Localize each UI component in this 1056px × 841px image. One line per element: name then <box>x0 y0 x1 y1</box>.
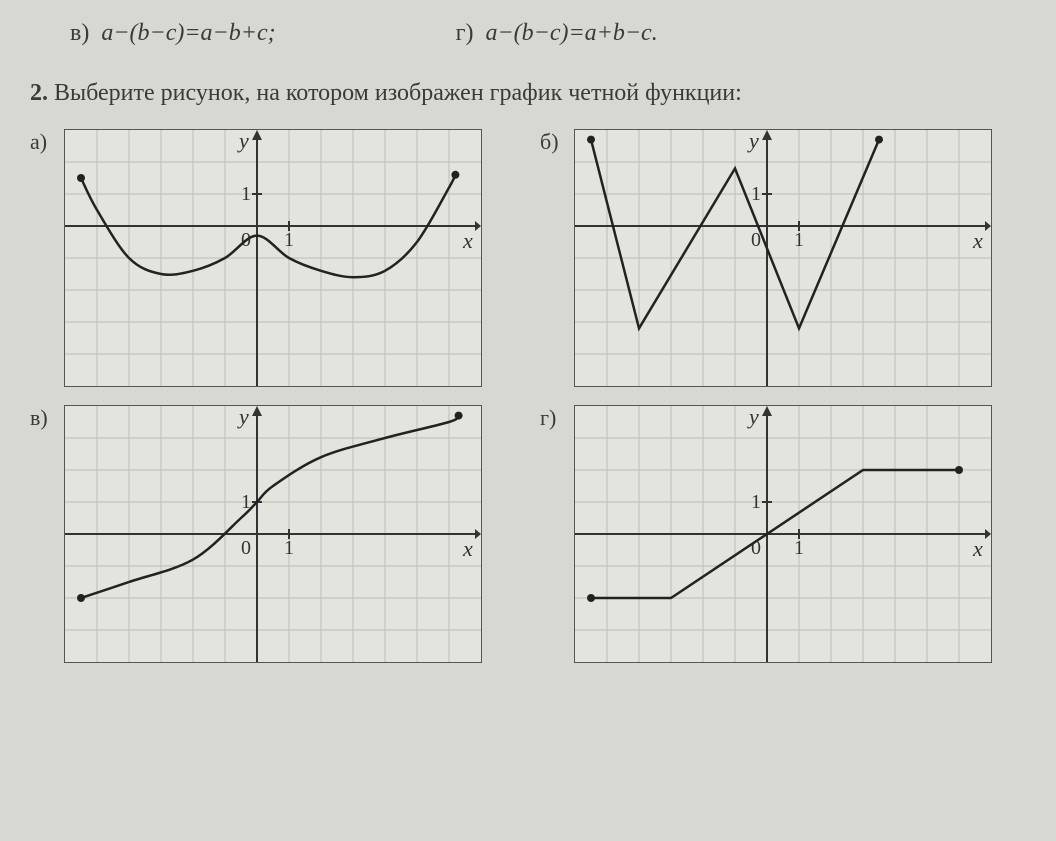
panel-g: г) yx011 <box>540 405 1026 663</box>
svg-text:1: 1 <box>284 537 294 559</box>
svg-text:x: x <box>972 536 983 561</box>
chart-v: yx011 <box>64 405 482 663</box>
svg-text:x: x <box>462 536 473 561</box>
svg-text:x: x <box>462 228 473 253</box>
svg-text:y: y <box>747 130 759 153</box>
question-text: 2. Выберите рисунок, на котором изображе… <box>30 77 1026 111</box>
panel-g-label: г) <box>540 405 568 431</box>
svg-text:1: 1 <box>794 537 804 559</box>
svg-text:1: 1 <box>751 183 761 205</box>
svg-text:1: 1 <box>241 183 251 205</box>
panel-v-label: в) <box>30 405 58 431</box>
equation-left: в) a−(b−c)=a−b+c; <box>70 20 276 47</box>
svg-text:y: y <box>237 130 249 153</box>
eq-right-label: г) <box>456 20 474 46</box>
panel-v: в) yx011 <box>30 405 516 663</box>
chart-b: yx011 <box>574 129 992 387</box>
eq-right-expr: a−(b−c)=a+b−c. <box>485 20 657 46</box>
chart-g: yx011 <box>574 405 992 663</box>
svg-text:1: 1 <box>751 491 761 513</box>
panel-a: а) yx011 <box>30 129 516 387</box>
svg-text:1: 1 <box>794 229 804 251</box>
question-body: Выберите рисунок, на котором изображен г… <box>54 80 742 106</box>
eq-left-expr: a−(b−c)=a−b+c; <box>101 20 275 46</box>
eq-left-label: в) <box>70 20 89 46</box>
question-number: 2. <box>30 80 48 106</box>
panel-b: б) yx011 <box>540 129 1026 387</box>
panel-a-label: а) <box>30 129 58 155</box>
equation-right: г) a−(b−c)=a+b−c. <box>456 20 658 47</box>
svg-text:1: 1 <box>284 229 294 251</box>
svg-text:x: x <box>972 228 983 253</box>
equation-row: в) a−(b−c)=a−b+c; г) a−(b−c)=a+b−c. <box>30 20 1026 47</box>
chart-a: yx011 <box>64 129 482 387</box>
svg-text:y: y <box>747 406 759 429</box>
charts-grid: а) yx011 б) yx011 в) yx011 г) yx011 <box>30 129 1026 663</box>
panel-b-label: б) <box>540 129 568 155</box>
svg-text:y: y <box>237 406 249 429</box>
svg-text:0: 0 <box>241 537 251 559</box>
